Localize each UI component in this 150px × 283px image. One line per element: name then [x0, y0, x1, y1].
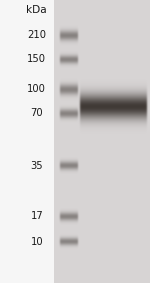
Text: 100: 100 [27, 84, 46, 94]
Text: 150: 150 [27, 54, 46, 65]
Text: 17: 17 [30, 211, 43, 222]
Text: kDa: kDa [26, 5, 47, 15]
Text: 70: 70 [30, 108, 43, 118]
Text: 10: 10 [30, 237, 43, 247]
Text: 210: 210 [27, 30, 46, 40]
Text: 35: 35 [30, 160, 43, 171]
